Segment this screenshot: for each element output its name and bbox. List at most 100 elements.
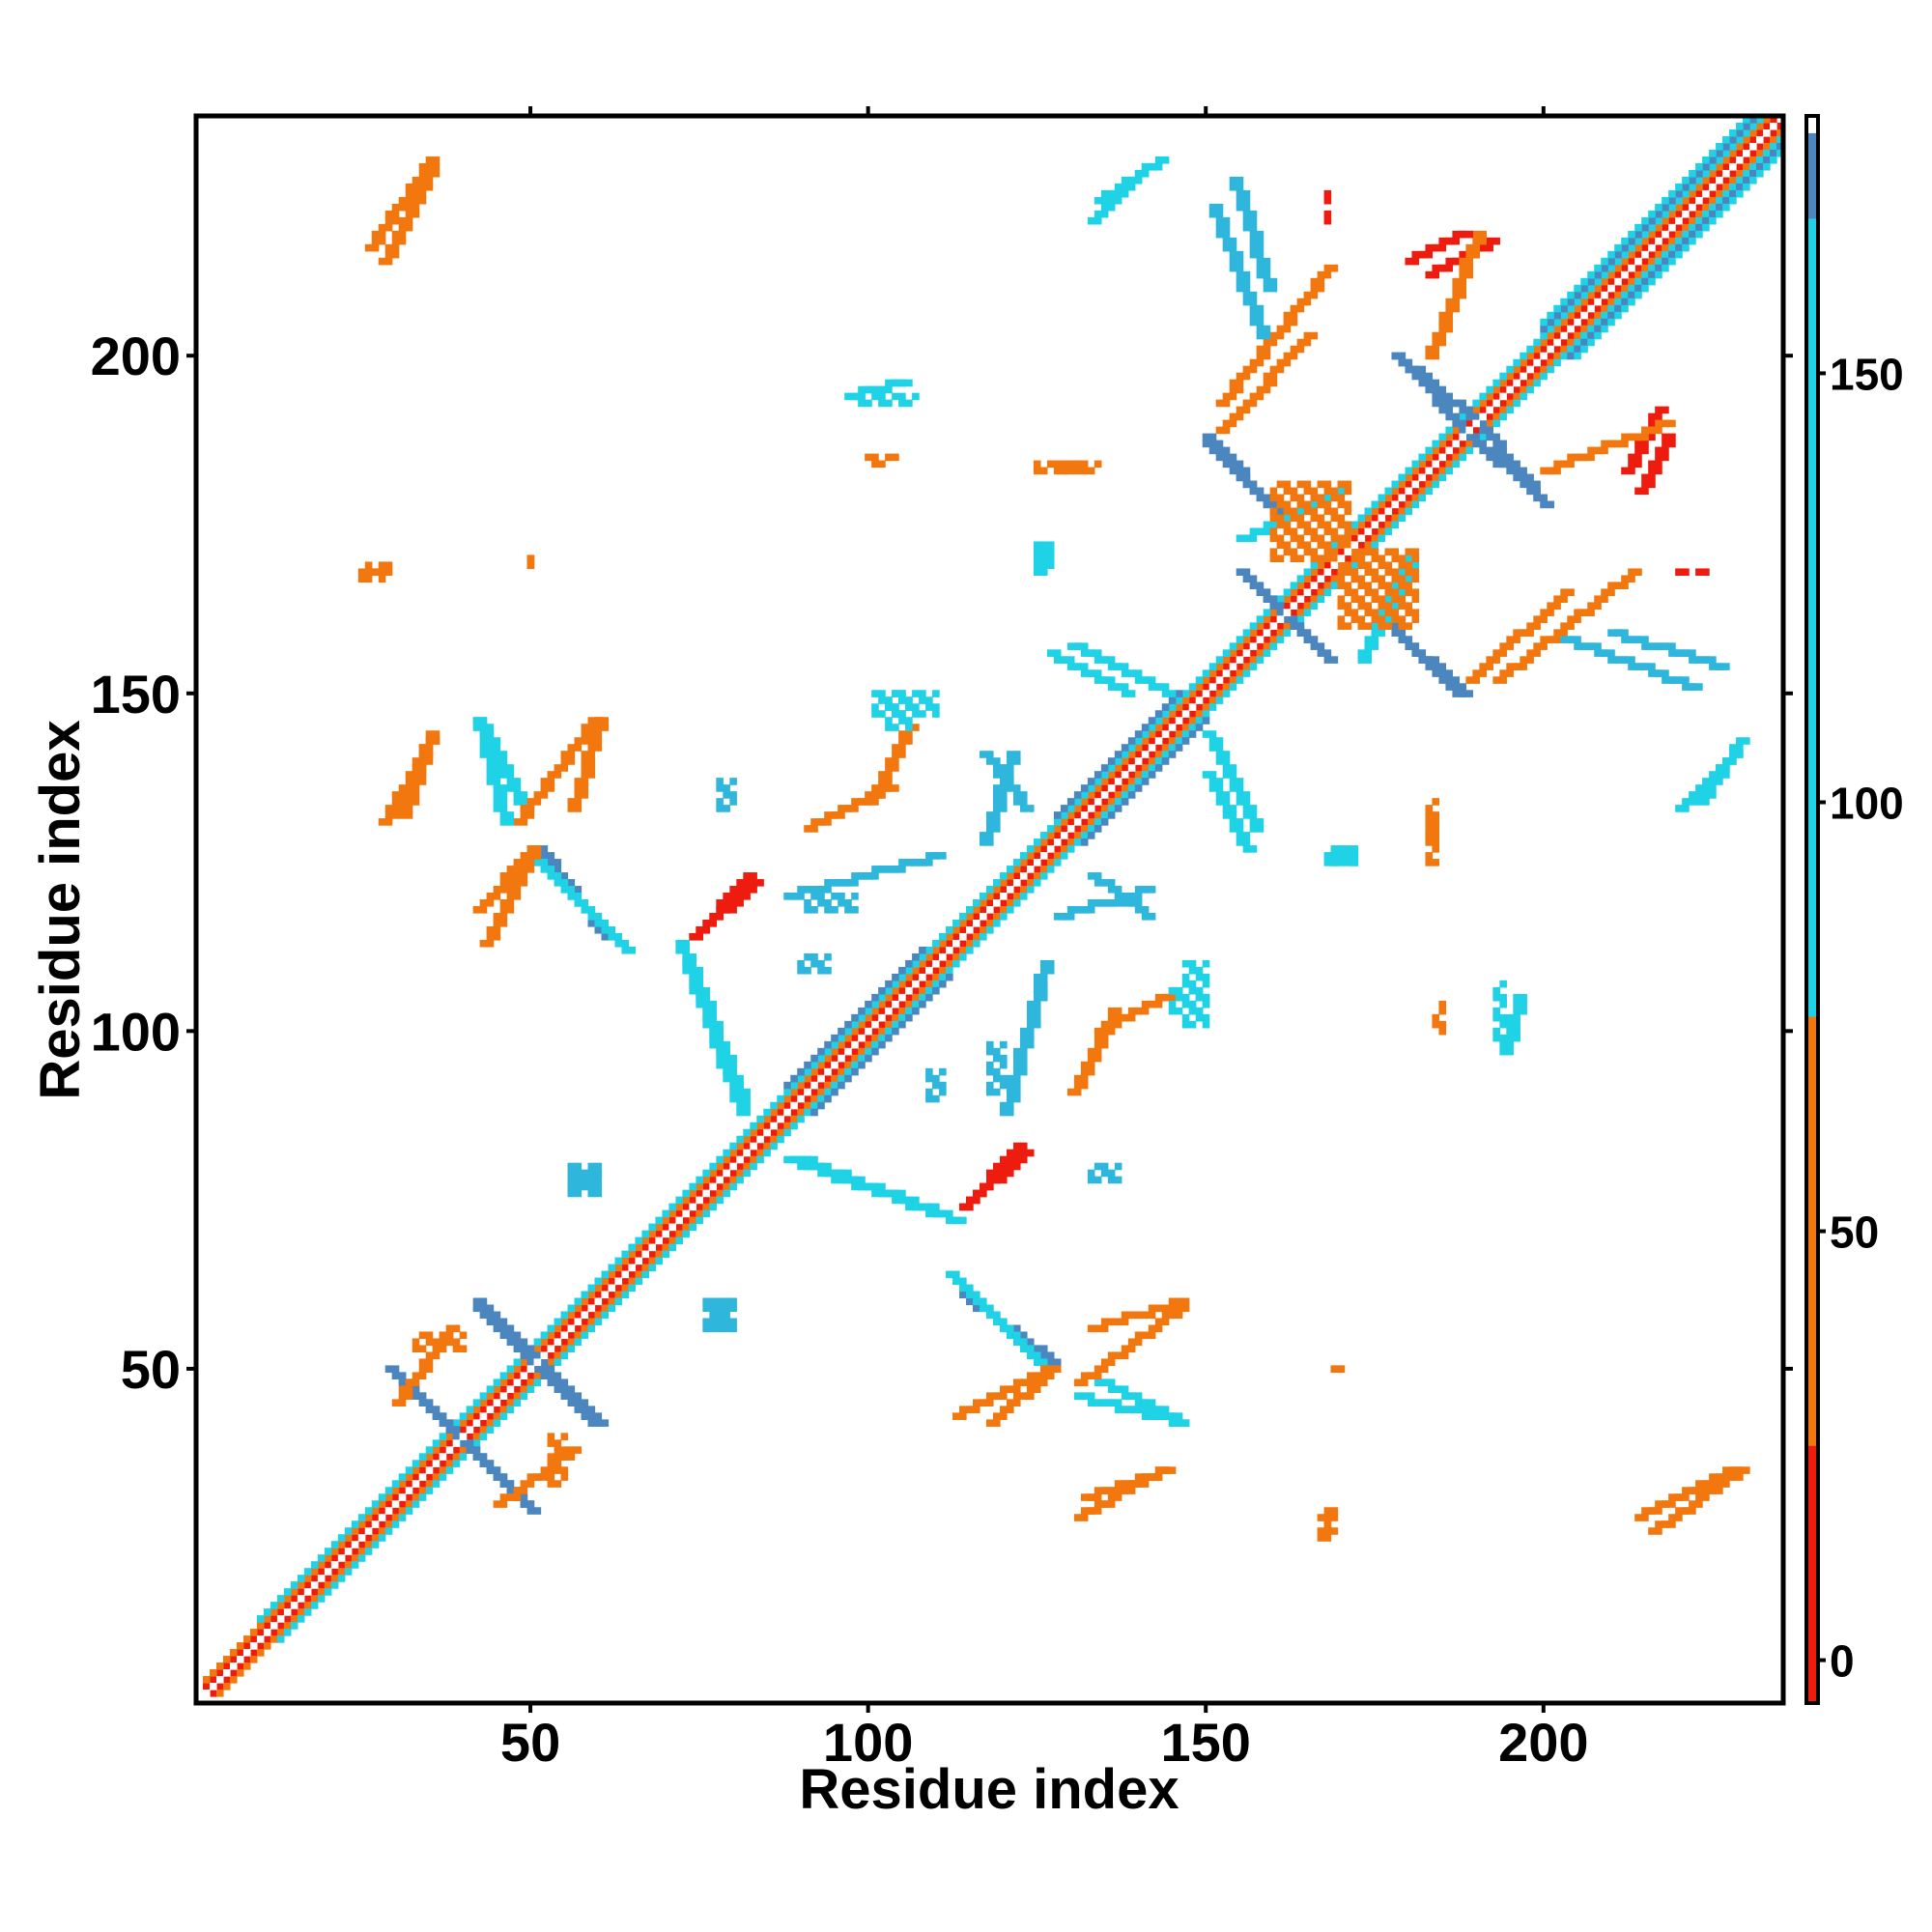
contact-cell [533, 1338, 542, 1347]
contact-cell [1195, 993, 1204, 1002]
contact-cell [1215, 210, 1224, 218]
contact-cell [1560, 588, 1568, 596]
contact-cell [1039, 1345, 1048, 1353]
contact-cell [493, 1378, 501, 1386]
contact-cell [1073, 811, 1082, 819]
diagonal-cell [1418, 473, 1427, 482]
contact-cell [520, 1378, 528, 1386]
contact-cell [384, 568, 393, 577]
contact-cell [567, 1399, 576, 1406]
contact-cell [1594, 311, 1602, 320]
contact-cell [1181, 717, 1190, 724]
contact-cell [506, 1399, 515, 1406]
contact-cell [824, 1088, 832, 1096]
contact-cell [384, 223, 393, 232]
contact-cell [851, 1054, 859, 1063]
contact-cell [709, 1311, 717, 1320]
contact-cell [1100, 778, 1109, 785]
contact-cell [1587, 338, 1595, 347]
contact-cell [1006, 757, 1014, 765]
contact-cell [1695, 230, 1703, 239]
contact-cell [1655, 264, 1662, 272]
diagonal-cell [1263, 629, 1271, 637]
contact-cell [1154, 683, 1163, 691]
contact-cell [1662, 669, 1669, 677]
contact-cell [499, 872, 508, 880]
contact-cell [1445, 392, 1454, 401]
contact-cell [716, 1034, 724, 1042]
contact-cell [412, 778, 420, 785]
contact-cell [425, 1338, 434, 1347]
contact-cell [330, 1554, 339, 1562]
contact-cell [242, 1642, 251, 1650]
contact-cell [1567, 615, 1575, 623]
contact-cell [1296, 521, 1305, 529]
contact-cell [892, 993, 899, 1002]
contact-cell [1236, 649, 1244, 657]
contact-cell [1276, 521, 1285, 529]
diagonal-cell [682, 1209, 690, 1218]
contact-cell [966, 932, 974, 941]
contact-cell [1547, 602, 1554, 610]
contact-cell [655, 1230, 664, 1238]
contact-cell [810, 1088, 818, 1096]
contact-cell [1432, 656, 1440, 664]
contact-cell [1749, 162, 1757, 171]
contact-cell [1438, 669, 1447, 677]
contact-cell [1425, 832, 1434, 839]
contact-cell [1236, 568, 1244, 577]
contact-cell [1594, 284, 1602, 293]
contact-cell [513, 886, 522, 894]
contact-cell [1432, 352, 1440, 360]
contact-cell [1371, 548, 1379, 556]
contact-cell [810, 952, 818, 961]
contact-cell [384, 1493, 393, 1501]
contact-cell [1208, 669, 1217, 677]
contact-cell [398, 811, 407, 819]
contact-cell [1749, 176, 1757, 185]
contact-cell [824, 1094, 832, 1103]
contact-cell [1378, 527, 1386, 536]
contact-cell [1121, 663, 1129, 670]
diagonal-cell [831, 1061, 838, 1069]
contact-cell [1574, 352, 1581, 360]
contact-cell [993, 1419, 1001, 1427]
contact-cell [1486, 237, 1493, 245]
contact-cell [1236, 798, 1244, 806]
contact-cell [1242, 372, 1251, 381]
contact-cell [1256, 825, 1264, 833]
contact-cell [1283, 318, 1292, 327]
diagonal-cell [1094, 798, 1102, 806]
diagonal-cell [723, 1169, 730, 1178]
contact-cell [777, 1101, 784, 1110]
contact-cell [1621, 250, 1629, 259]
contact-cell [330, 1581, 339, 1589]
contact-cell [472, 1439, 481, 1447]
diagonal-cell [817, 1074, 825, 1083]
contact-cell [1350, 521, 1359, 529]
contact-cell [1276, 331, 1285, 340]
contact-cell [1567, 311, 1575, 320]
contact-cell [1695, 203, 1703, 212]
contact-cell [472, 1304, 481, 1313]
contact-cell [1006, 1385, 1014, 1393]
contact-cell [1607, 304, 1615, 313]
contact-cell [1148, 886, 1156, 894]
contact-cell [1066, 913, 1075, 921]
contact-cell [696, 925, 703, 934]
contact-cell [587, 919, 596, 927]
contact-cell [1114, 784, 1122, 792]
contact-cell [1344, 602, 1352, 610]
contact-cell [986, 893, 994, 900]
contact-cell [384, 805, 393, 812]
diagonal-cell [1134, 757, 1143, 765]
contact-cell [506, 866, 515, 873]
contact-cell [1073, 1378, 1082, 1386]
contact-cell [1344, 859, 1352, 867]
contact-cell [865, 872, 872, 880]
contact-cell [432, 156, 440, 164]
contact-cell [1310, 575, 1319, 583]
contact-cell [1256, 392, 1264, 401]
contact-cell [1269, 636, 1278, 643]
contact-cell [1290, 514, 1298, 523]
